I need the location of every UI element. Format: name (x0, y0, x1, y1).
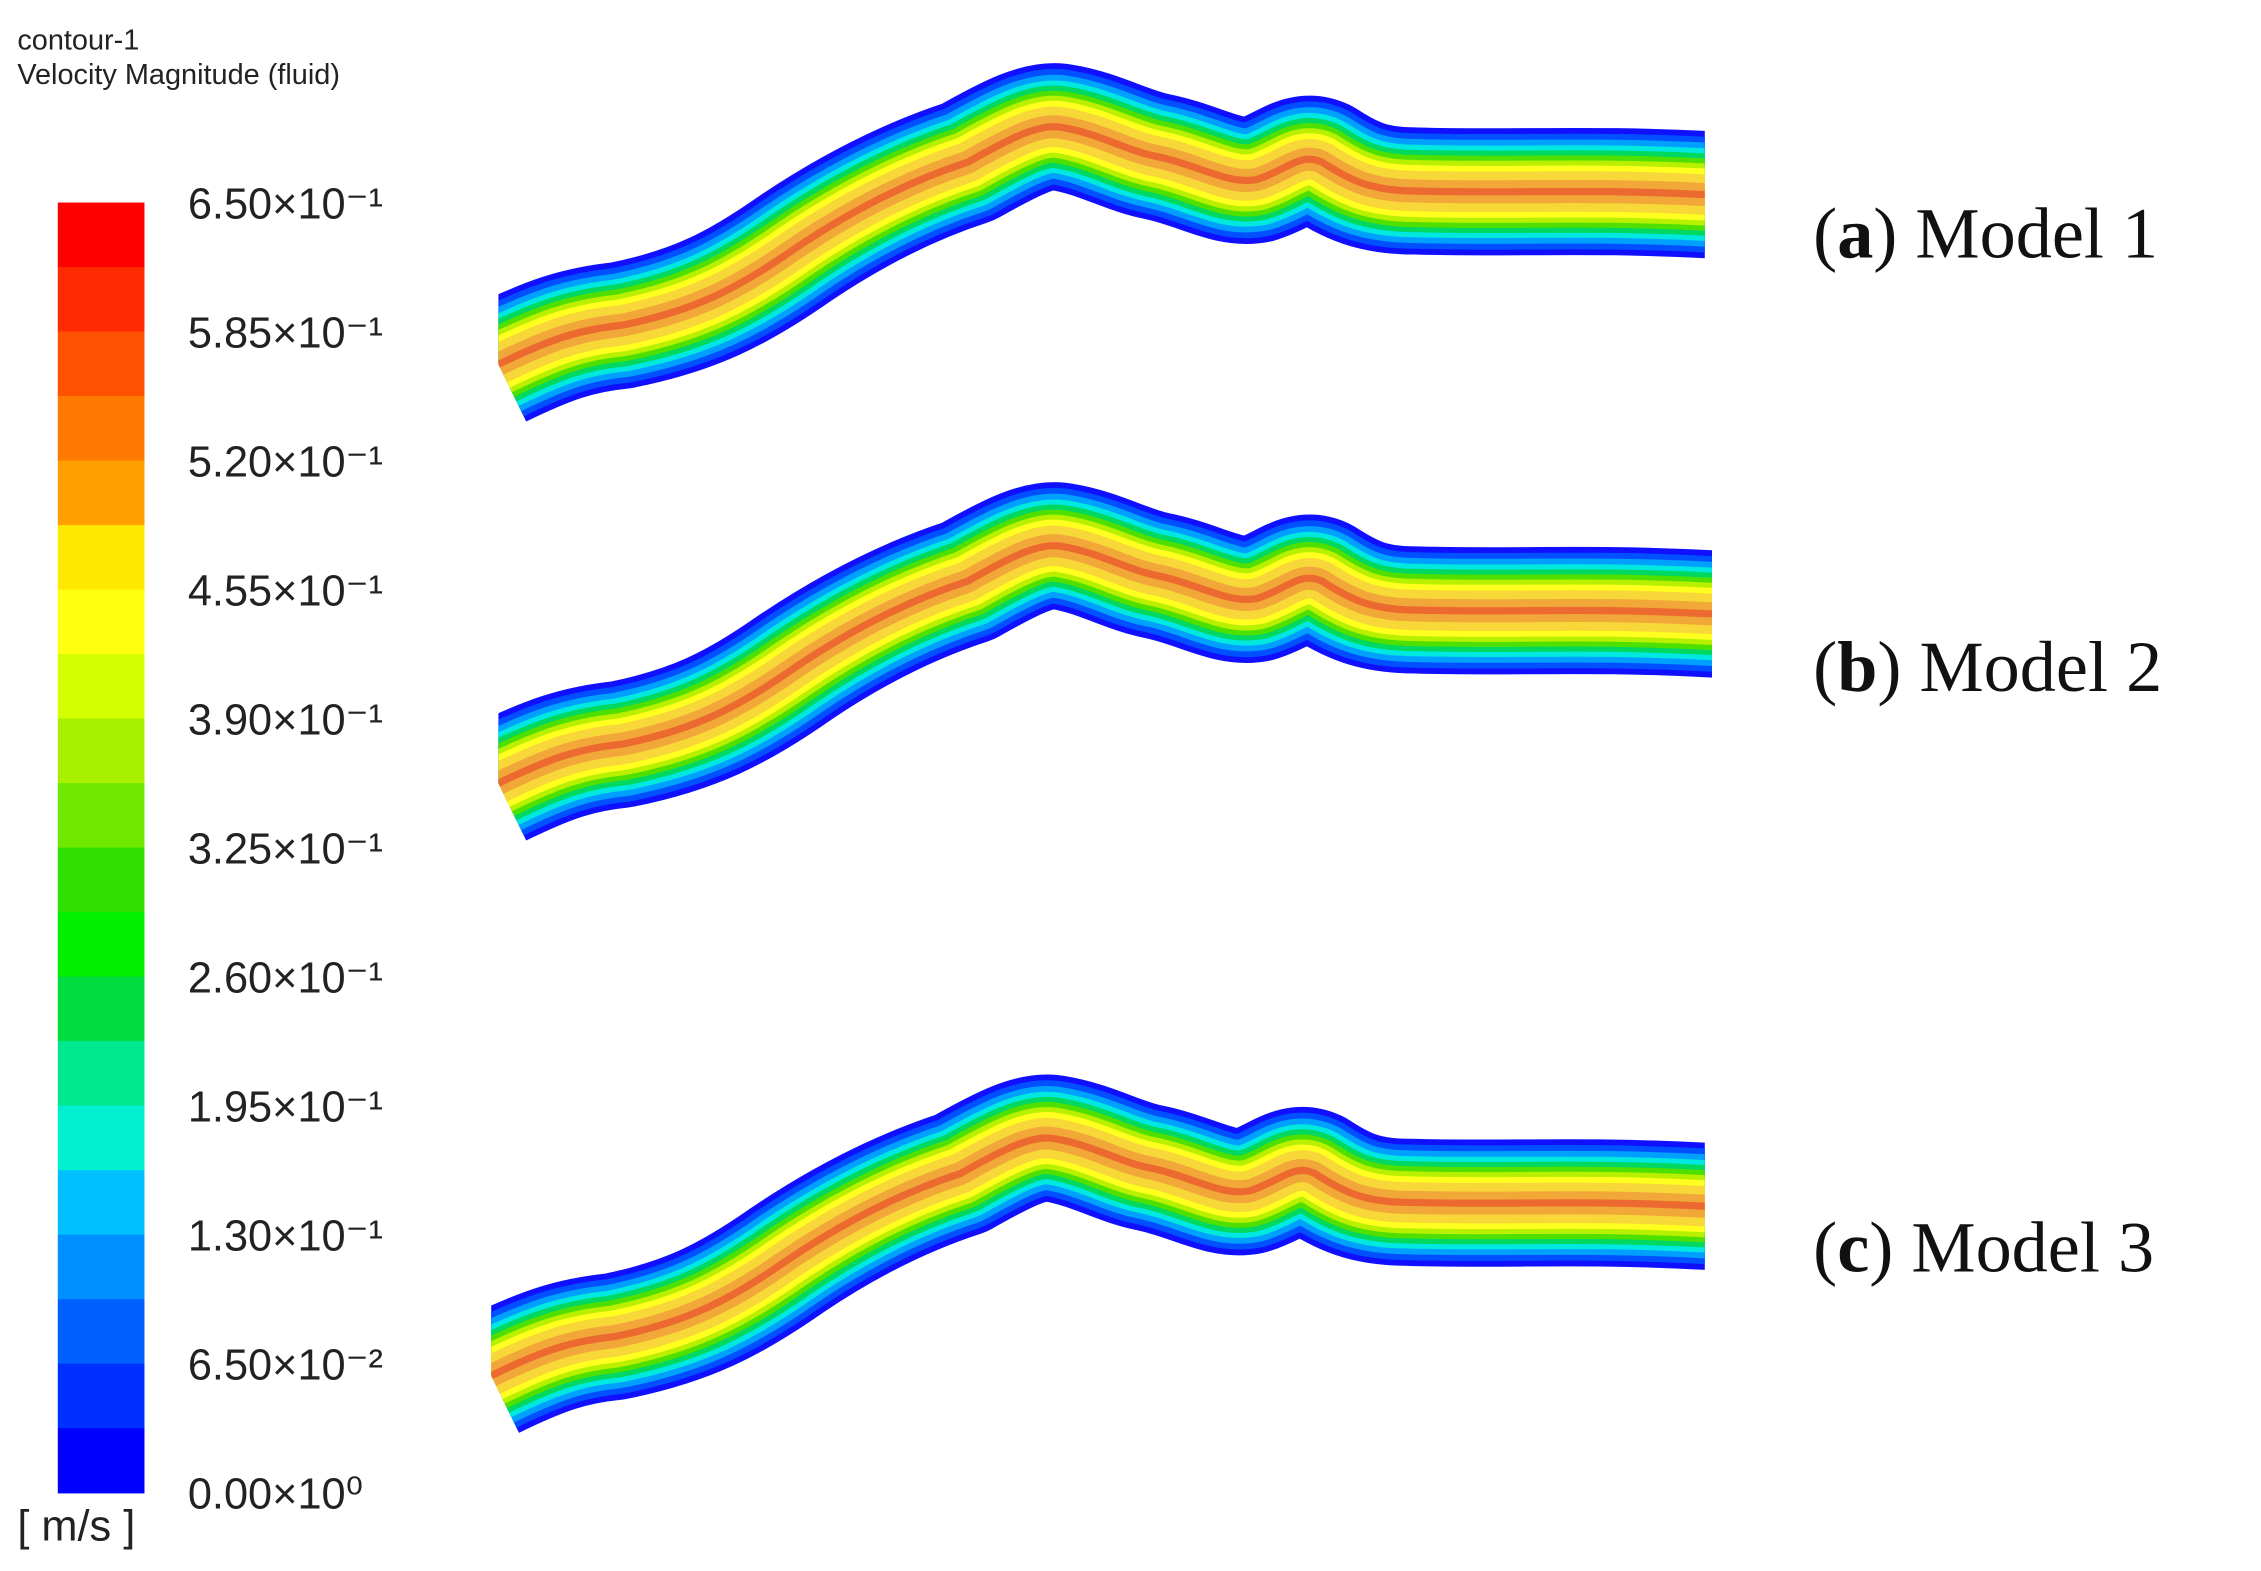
colorbar-label: 6.50×10⁻² (188, 1342, 383, 1390)
colorbar-label: 1.95×10⁻¹ (188, 1084, 383, 1132)
contour-band (498, 123, 1705, 368)
panel-name: ) Model 1 (1873, 193, 2158, 273)
colorbar-band (57, 1105, 145, 1171)
colorbar-band (57, 1299, 145, 1365)
colorbar-band (57, 1363, 145, 1429)
panel-open: ( (1813, 1208, 1837, 1288)
panel-name: ) Model 2 (1877, 627, 2162, 707)
colorbar-label: 3.25×10⁻¹ (188, 826, 383, 874)
colorbar-unit: [ m/s ] (17, 1502, 135, 1550)
colorbar-band (57, 718, 145, 784)
colorbar-band (57, 1041, 145, 1107)
colorbar-band (57, 912, 145, 978)
panel-letter: a (1837, 193, 1873, 273)
colorbar-band (57, 267, 145, 333)
header-title: contour-1 (17, 24, 139, 56)
colorbar-label: 5.20×10⁻¹ (188, 438, 383, 486)
colorbar-band (57, 525, 145, 591)
colorbar-label: 4.55×10⁻¹ (188, 567, 383, 615)
colorbar-band (57, 589, 145, 655)
contour-band (498, 542, 1713, 787)
panel-label: (c) Model 3 (1813, 1208, 2154, 1288)
flow-field (498, 482, 1713, 841)
colorbar-band (57, 331, 145, 397)
panel-letter: b (1837, 627, 1877, 707)
colorbar-band (57, 976, 145, 1042)
panel-label: (b) Model 2 (1813, 627, 2162, 707)
panel-open: ( (1813, 193, 1837, 273)
colorbar-label: 3.90×10⁻¹ (188, 697, 383, 745)
panel-open: ( (1813, 627, 1837, 707)
colorbar-label: 1.30×10⁻¹ (188, 1213, 383, 1261)
colorbar-label: 6.50×10⁻¹ (188, 180, 383, 228)
panel-name: ) Model 3 (1869, 1208, 2154, 1288)
colorbar-band (57, 847, 145, 913)
panel-label: (a) Model 1 (1813, 193, 2158, 273)
colorbar-band (57, 654, 145, 720)
header-variable: Velocity Magnitude (fluid) (17, 59, 340, 91)
colorbar-label: 5.85×10⁻¹ (188, 309, 383, 357)
colorbar-band (57, 1234, 145, 1300)
colorbar-band (57, 460, 145, 526)
colorbar-band (57, 783, 145, 849)
colorbar-band (57, 396, 145, 462)
panel-letter: c (1837, 1208, 1869, 1288)
flow-field (491, 1074, 1705, 1433)
colorbar-label: 2.60×10⁻¹ (188, 955, 383, 1003)
flow-fields (491, 63, 1713, 1433)
colorbar-band (57, 1428, 145, 1494)
colorbar-band (57, 202, 145, 268)
colorbar-band (57, 1170, 145, 1236)
flow-field (498, 63, 1705, 422)
contour-band (491, 1134, 1705, 1379)
colorbar-label: 0.00×10⁰ (188, 1471, 363, 1519)
